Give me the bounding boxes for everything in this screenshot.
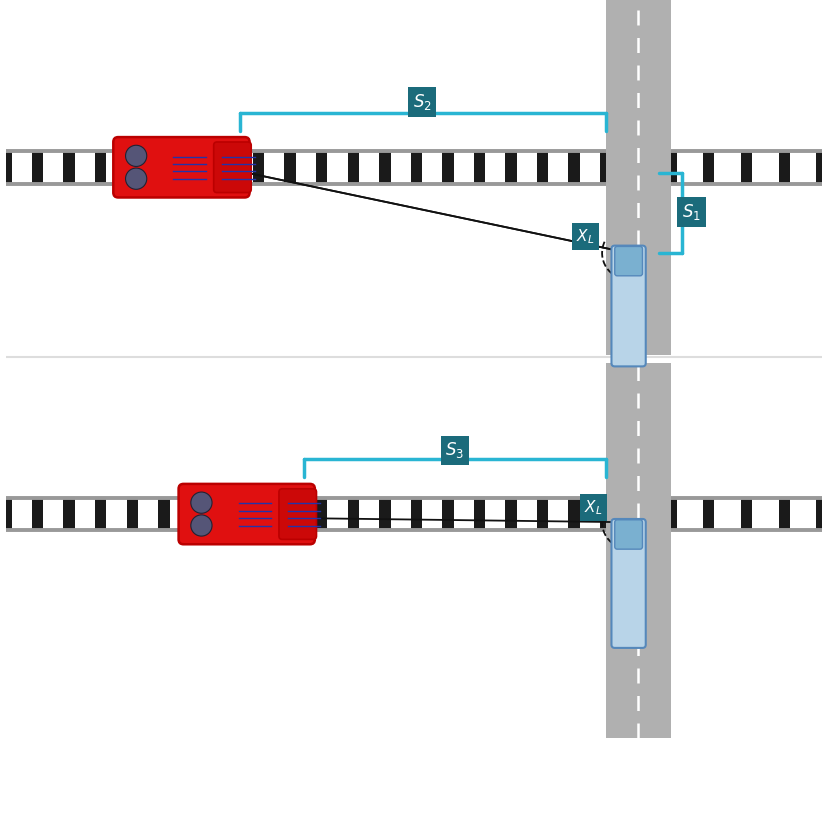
Circle shape xyxy=(126,168,146,189)
Bar xyxy=(31,498,43,530)
Bar xyxy=(815,151,827,184)
Bar xyxy=(221,151,232,184)
Bar xyxy=(189,498,201,530)
Bar xyxy=(0,498,12,530)
Bar xyxy=(643,151,654,184)
Bar xyxy=(504,498,516,530)
Bar xyxy=(605,0,670,355)
Bar xyxy=(605,494,670,534)
Circle shape xyxy=(190,492,212,513)
Bar xyxy=(0,151,12,184)
Bar xyxy=(815,498,827,530)
Bar xyxy=(740,151,751,184)
Bar xyxy=(621,151,633,184)
Bar xyxy=(252,498,264,530)
Bar xyxy=(158,151,170,184)
Text: $S_2$: $S_2$ xyxy=(413,92,431,112)
Circle shape xyxy=(126,145,146,166)
Bar xyxy=(127,498,138,530)
FancyBboxPatch shape xyxy=(279,489,316,539)
Bar xyxy=(127,151,138,184)
Bar xyxy=(600,498,610,530)
Bar xyxy=(316,498,327,530)
FancyBboxPatch shape xyxy=(610,246,645,366)
Bar xyxy=(702,151,714,184)
FancyBboxPatch shape xyxy=(213,142,251,193)
Bar xyxy=(600,151,610,184)
Bar xyxy=(568,498,579,530)
Bar xyxy=(379,151,390,184)
Bar xyxy=(665,498,676,530)
Text: $X_L$: $X_L$ xyxy=(584,499,602,517)
FancyBboxPatch shape xyxy=(614,246,642,276)
Bar xyxy=(31,151,43,184)
Bar xyxy=(442,151,453,184)
Bar xyxy=(665,498,676,530)
Bar xyxy=(410,151,422,184)
Bar xyxy=(347,151,359,184)
Bar xyxy=(189,151,201,184)
FancyBboxPatch shape xyxy=(614,520,642,549)
Bar xyxy=(600,151,610,184)
Bar xyxy=(379,498,390,530)
Bar xyxy=(536,498,547,530)
Bar xyxy=(740,498,751,530)
Bar xyxy=(621,498,633,530)
Bar xyxy=(347,498,359,530)
Bar xyxy=(473,151,485,184)
Text: $S_3$: $S_3$ xyxy=(445,441,464,460)
Bar xyxy=(64,151,74,184)
Bar xyxy=(221,498,232,530)
Bar xyxy=(777,498,789,530)
Text: $S_1$: $S_1$ xyxy=(681,202,700,222)
Bar xyxy=(284,498,295,530)
FancyBboxPatch shape xyxy=(610,519,645,648)
Bar xyxy=(777,151,789,184)
Text: $X_L$: $X_L$ xyxy=(576,228,594,246)
Bar xyxy=(252,151,264,184)
Bar xyxy=(643,498,654,530)
Bar xyxy=(442,498,453,530)
Bar xyxy=(605,148,670,187)
Circle shape xyxy=(190,515,212,536)
FancyBboxPatch shape xyxy=(179,484,314,544)
Bar xyxy=(605,363,670,738)
Bar xyxy=(284,151,295,184)
Bar xyxy=(410,498,422,530)
FancyBboxPatch shape xyxy=(113,137,249,197)
Bar xyxy=(702,498,714,530)
Bar xyxy=(473,498,485,530)
Bar xyxy=(95,151,107,184)
Bar xyxy=(504,151,516,184)
Bar xyxy=(536,151,547,184)
Bar xyxy=(568,151,579,184)
Bar xyxy=(600,498,610,530)
Bar xyxy=(665,151,676,184)
Bar xyxy=(95,498,107,530)
Bar xyxy=(316,151,327,184)
Bar xyxy=(158,498,170,530)
Bar xyxy=(64,498,74,530)
Bar xyxy=(665,151,676,184)
